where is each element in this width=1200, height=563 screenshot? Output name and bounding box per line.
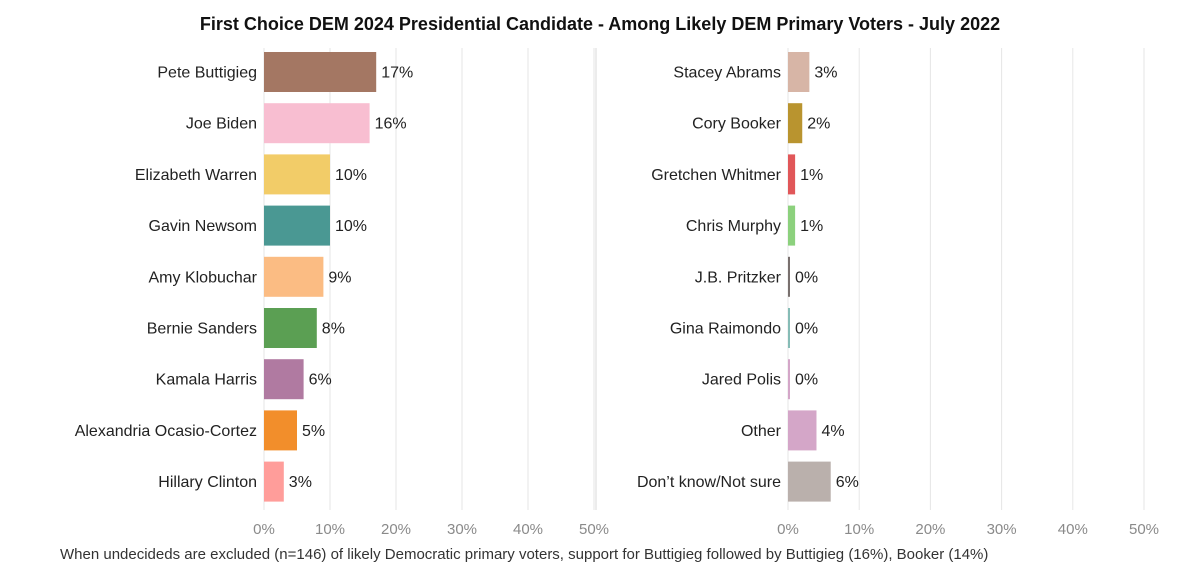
footnote: When undecideds are excluded (n=146) of … xyxy=(60,546,989,563)
bar xyxy=(264,256,324,297)
data-label: 10% xyxy=(335,167,367,184)
x-tick-label: 50% xyxy=(579,521,609,538)
category-label: Chris Murphy xyxy=(686,218,781,235)
category-label: Joe Biden xyxy=(186,116,257,133)
data-label: 0% xyxy=(795,372,818,389)
category-label: Kamala Harris xyxy=(156,372,257,389)
data-label: 4% xyxy=(821,423,844,440)
x-tick-label: 0% xyxy=(777,521,799,538)
bar xyxy=(788,103,803,144)
bar xyxy=(788,461,831,502)
x-tick-label: 10% xyxy=(844,521,874,538)
data-label: 1% xyxy=(800,218,823,235)
data-label: 5% xyxy=(302,423,325,440)
bar xyxy=(788,52,810,92)
x-tick-label: 30% xyxy=(987,521,1017,538)
bar xyxy=(788,256,790,297)
data-label: 6% xyxy=(309,372,332,389)
bar xyxy=(264,205,330,246)
category-label: Gretchen Whitmer xyxy=(651,167,781,184)
category-label: Bernie Sanders xyxy=(147,321,257,338)
bar xyxy=(264,154,330,195)
bar xyxy=(788,205,796,246)
x-tick-label: 20% xyxy=(915,521,945,538)
x-tick-label: 30% xyxy=(447,521,477,538)
category-label: J.B. Pritzker xyxy=(695,269,782,286)
data-label: 17% xyxy=(381,65,413,82)
category-label: Alexandria Ocasio-Cortez xyxy=(75,423,257,440)
bar xyxy=(264,461,284,502)
data-label: 6% xyxy=(836,474,859,491)
bar xyxy=(264,410,297,451)
category-label: Gina Raimondo xyxy=(670,321,781,338)
bar xyxy=(788,308,790,348)
data-label: 8% xyxy=(322,321,345,338)
category-label: Pete Buttigieg xyxy=(157,65,257,82)
x-tick-label: 0% xyxy=(253,521,275,538)
data-label: 0% xyxy=(795,269,818,286)
category-label: Amy Klobuchar xyxy=(149,269,258,286)
data-label: 2% xyxy=(807,116,830,133)
category-label: Cory Booker xyxy=(692,116,782,133)
bar xyxy=(264,359,304,400)
bar xyxy=(264,308,317,348)
bar xyxy=(788,359,790,400)
data-label: 3% xyxy=(814,65,837,82)
chart-title: First Choice DEM 2024 Presidential Candi… xyxy=(199,14,1001,34)
x-tick-label: 50% xyxy=(1129,521,1159,538)
x-tick-label: 40% xyxy=(1058,521,1088,538)
data-label: 16% xyxy=(375,116,407,133)
bar xyxy=(788,154,796,195)
category-label: Elizabeth Warren xyxy=(135,167,257,184)
bar xyxy=(264,103,370,144)
data-label: 1% xyxy=(800,167,823,184)
data-label: 10% xyxy=(335,218,367,235)
bar xyxy=(264,52,377,92)
x-tick-label: 20% xyxy=(381,521,411,538)
data-label: 9% xyxy=(328,269,351,286)
data-label: 3% xyxy=(289,474,312,491)
data-label: 0% xyxy=(795,321,818,338)
x-tick-label: 40% xyxy=(513,521,543,538)
category-label: Stacey Abrams xyxy=(673,65,781,82)
category-label: Don’t know/Not sure xyxy=(637,474,781,491)
bar xyxy=(788,410,817,451)
category-label: Gavin Newsom xyxy=(149,218,257,235)
category-label: Hillary Clinton xyxy=(158,474,257,491)
category-label: Other xyxy=(741,423,782,440)
x-tick-label: 10% xyxy=(315,521,345,538)
category-label: Jared Polis xyxy=(702,372,781,389)
